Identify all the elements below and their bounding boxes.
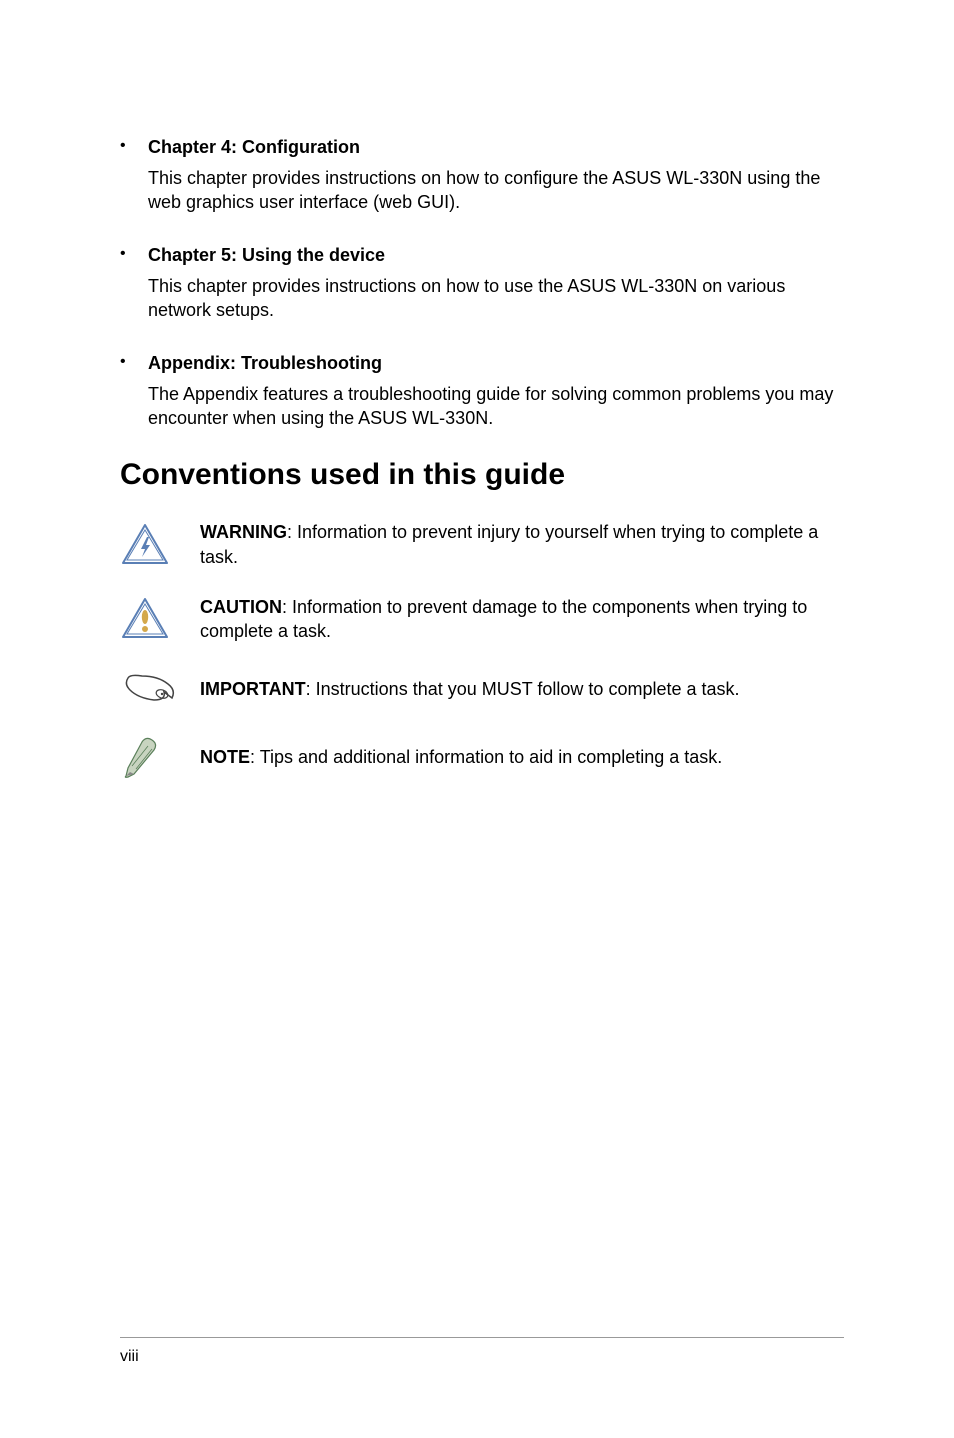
convention-row-caution: CAUTION: Information to prevent damage t…: [120, 595, 844, 644]
convention-text: IMPORTANT: Instructions that you MUST fo…: [200, 677, 844, 701]
page-number: viii: [120, 1348, 139, 1365]
convention-label: WARNING: [200, 522, 287, 542]
convention-desc: : Information to prevent damage to the c…: [200, 597, 807, 641]
bullet-title: Chapter 4: Configuration: [148, 135, 360, 160]
bullet-body: This chapter provides instructions on ho…: [148, 166, 844, 215]
page-content: • Chapter 4: Configuration This chapter …: [0, 0, 954, 780]
convention-text: CAUTION: Information to prevent damage t…: [200, 595, 844, 644]
convention-text: WARNING: Information to prevent injury t…: [200, 520, 844, 569]
warning-icon: [120, 523, 200, 567]
chapter-section: • Appendix: Troubleshooting The Appendix…: [120, 351, 844, 431]
bullet-marker: •: [120, 351, 148, 373]
convention-label: CAUTION: [200, 597, 282, 617]
bullet-row: • Chapter 4: Configuration: [120, 135, 844, 160]
bullet-body: The Appendix features a troubleshooting …: [148, 382, 844, 431]
chapter-section: • Chapter 5: Using the device This chapt…: [120, 243, 844, 323]
convention-desc: : Tips and additional information to aid…: [250, 747, 722, 767]
important-icon: [120, 670, 200, 710]
bullet-title: Appendix: Troubleshooting: [148, 351, 382, 376]
conventions-heading: Conventions used in this guide: [120, 458, 844, 492]
convention-text: NOTE: Tips and additional information to…: [200, 745, 844, 769]
bullet-title: Chapter 5: Using the device: [148, 243, 385, 268]
convention-row-warning: WARNING: Information to prevent injury t…: [120, 520, 844, 569]
bullet-body: This chapter provides instructions on ho…: [148, 274, 844, 323]
bullet-row: • Chapter 5: Using the device: [120, 243, 844, 268]
note-icon: [120, 736, 200, 780]
convention-row-note: NOTE: Tips and additional information to…: [120, 736, 844, 780]
convention-label: IMPORTANT: [200, 679, 306, 699]
convention-label: NOTE: [200, 747, 250, 767]
bullet-marker: •: [120, 243, 148, 265]
convention-desc: : Instructions that you MUST follow to c…: [306, 679, 740, 699]
convention-row-important: IMPORTANT: Instructions that you MUST fo…: [120, 670, 844, 710]
convention-desc: : Information to prevent injury to yours…: [200, 522, 818, 566]
bullet-marker: •: [120, 135, 148, 157]
bullet-row: • Appendix: Troubleshooting: [120, 351, 844, 376]
page-footer: viii: [120, 1337, 844, 1366]
caution-icon: [120, 597, 200, 641]
chapter-section: • Chapter 4: Configuration This chapter …: [120, 135, 844, 215]
